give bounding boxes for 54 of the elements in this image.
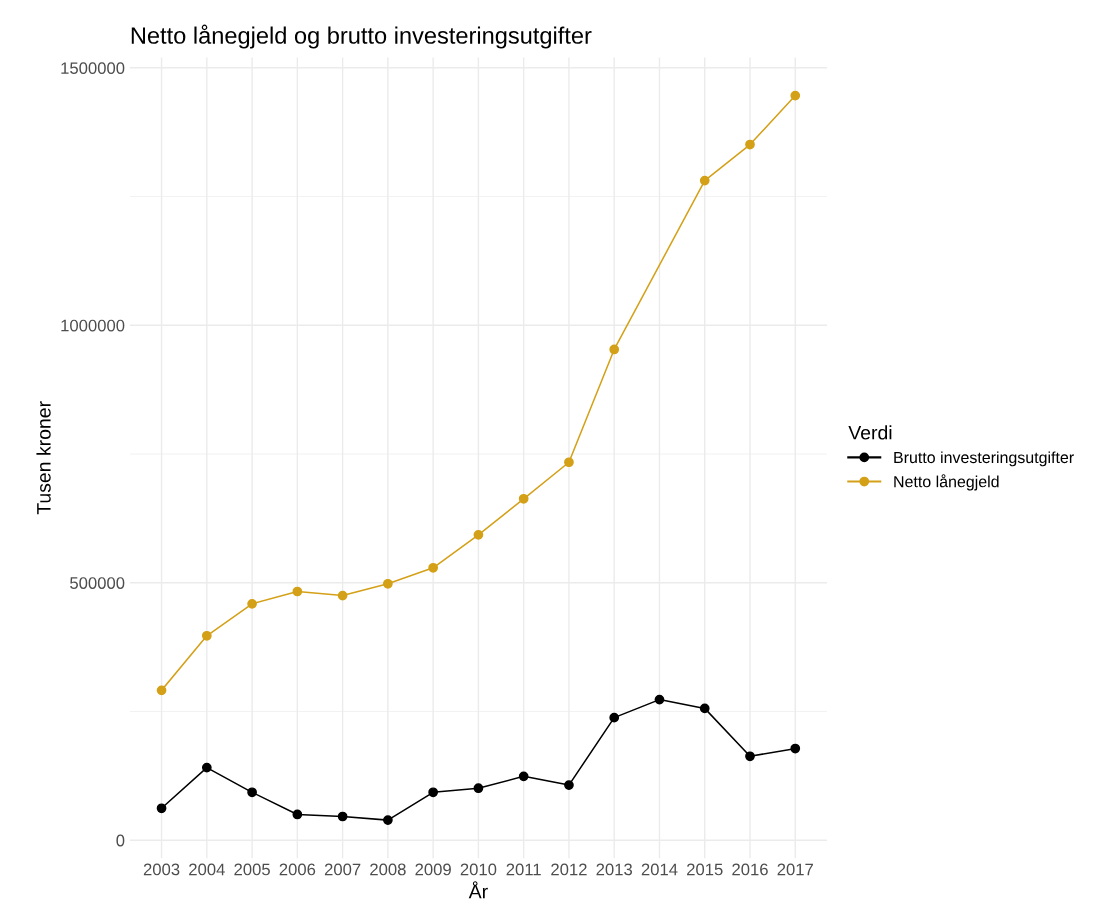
point — [699, 703, 710, 714]
point — [609, 344, 620, 355]
legend-label: Brutto investeringsutgifter — [894, 451, 1074, 467]
x-tick-label: 2014 — [641, 863, 678, 876]
point — [473, 529, 484, 540]
point — [156, 685, 167, 696]
point — [337, 811, 348, 822]
point — [383, 578, 393, 589]
point — [564, 457, 574, 468]
point — [383, 815, 393, 825]
y-axis-title: Tusen kroner — [36, 401, 51, 515]
point — [745, 751, 755, 762]
x-tick-label: 2009 — [415, 863, 451, 876]
point — [247, 598, 257, 609]
legend-title: Verdi — [848, 425, 892, 440]
point — [156, 803, 167, 814]
point — [699, 175, 710, 186]
point — [337, 590, 348, 601]
x-tick-label: 2012 — [551, 863, 587, 876]
point — [292, 586, 303, 597]
x-tick-label: 2003 — [143, 863, 180, 876]
x-tick-label: 2004 — [189, 863, 225, 876]
y-tick-label: 0 — [116, 834, 125, 847]
x-tick-label: 2006 — [279, 863, 316, 876]
x-tick-label: 2011 — [506, 863, 541, 876]
x-tick-label: 2013 — [596, 863, 633, 876]
x-tick-label: 2016 — [732, 863, 768, 876]
x-tick-label: 2005 — [234, 863, 270, 876]
point — [564, 780, 574, 790]
point — [790, 90, 801, 101]
x-tick-label: 2007 — [324, 863, 361, 876]
point — [428, 787, 439, 798]
x-tick-label: 2017 — [777, 863, 813, 876]
x-tick-label: 2010 — [460, 863, 497, 876]
point — [428, 562, 439, 573]
point — [292, 809, 303, 820]
point — [201, 630, 212, 641]
y-tick-label: 500000 — [70, 577, 125, 589]
y-tick-label: 1000000 — [61, 319, 125, 332]
point — [654, 694, 665, 705]
x-tick-label: 2015 — [687, 863, 723, 876]
y-tick-label: 1500000 — [61, 62, 125, 75]
chart-title: Netto lånegjeld og brutto investeringsutgifter — [131, 24, 592, 49]
point — [518, 493, 529, 504]
x-axis-title: År — [468, 881, 488, 899]
point — [473, 783, 484, 794]
point — [745, 139, 755, 150]
x-tick-label: 2008 — [370, 863, 406, 876]
legend-label: Netto lånegjeld — [894, 474, 999, 491]
point — [201, 762, 212, 773]
point — [790, 743, 801, 754]
point — [518, 771, 529, 782]
point — [609, 712, 620, 723]
point — [247, 787, 257, 798]
